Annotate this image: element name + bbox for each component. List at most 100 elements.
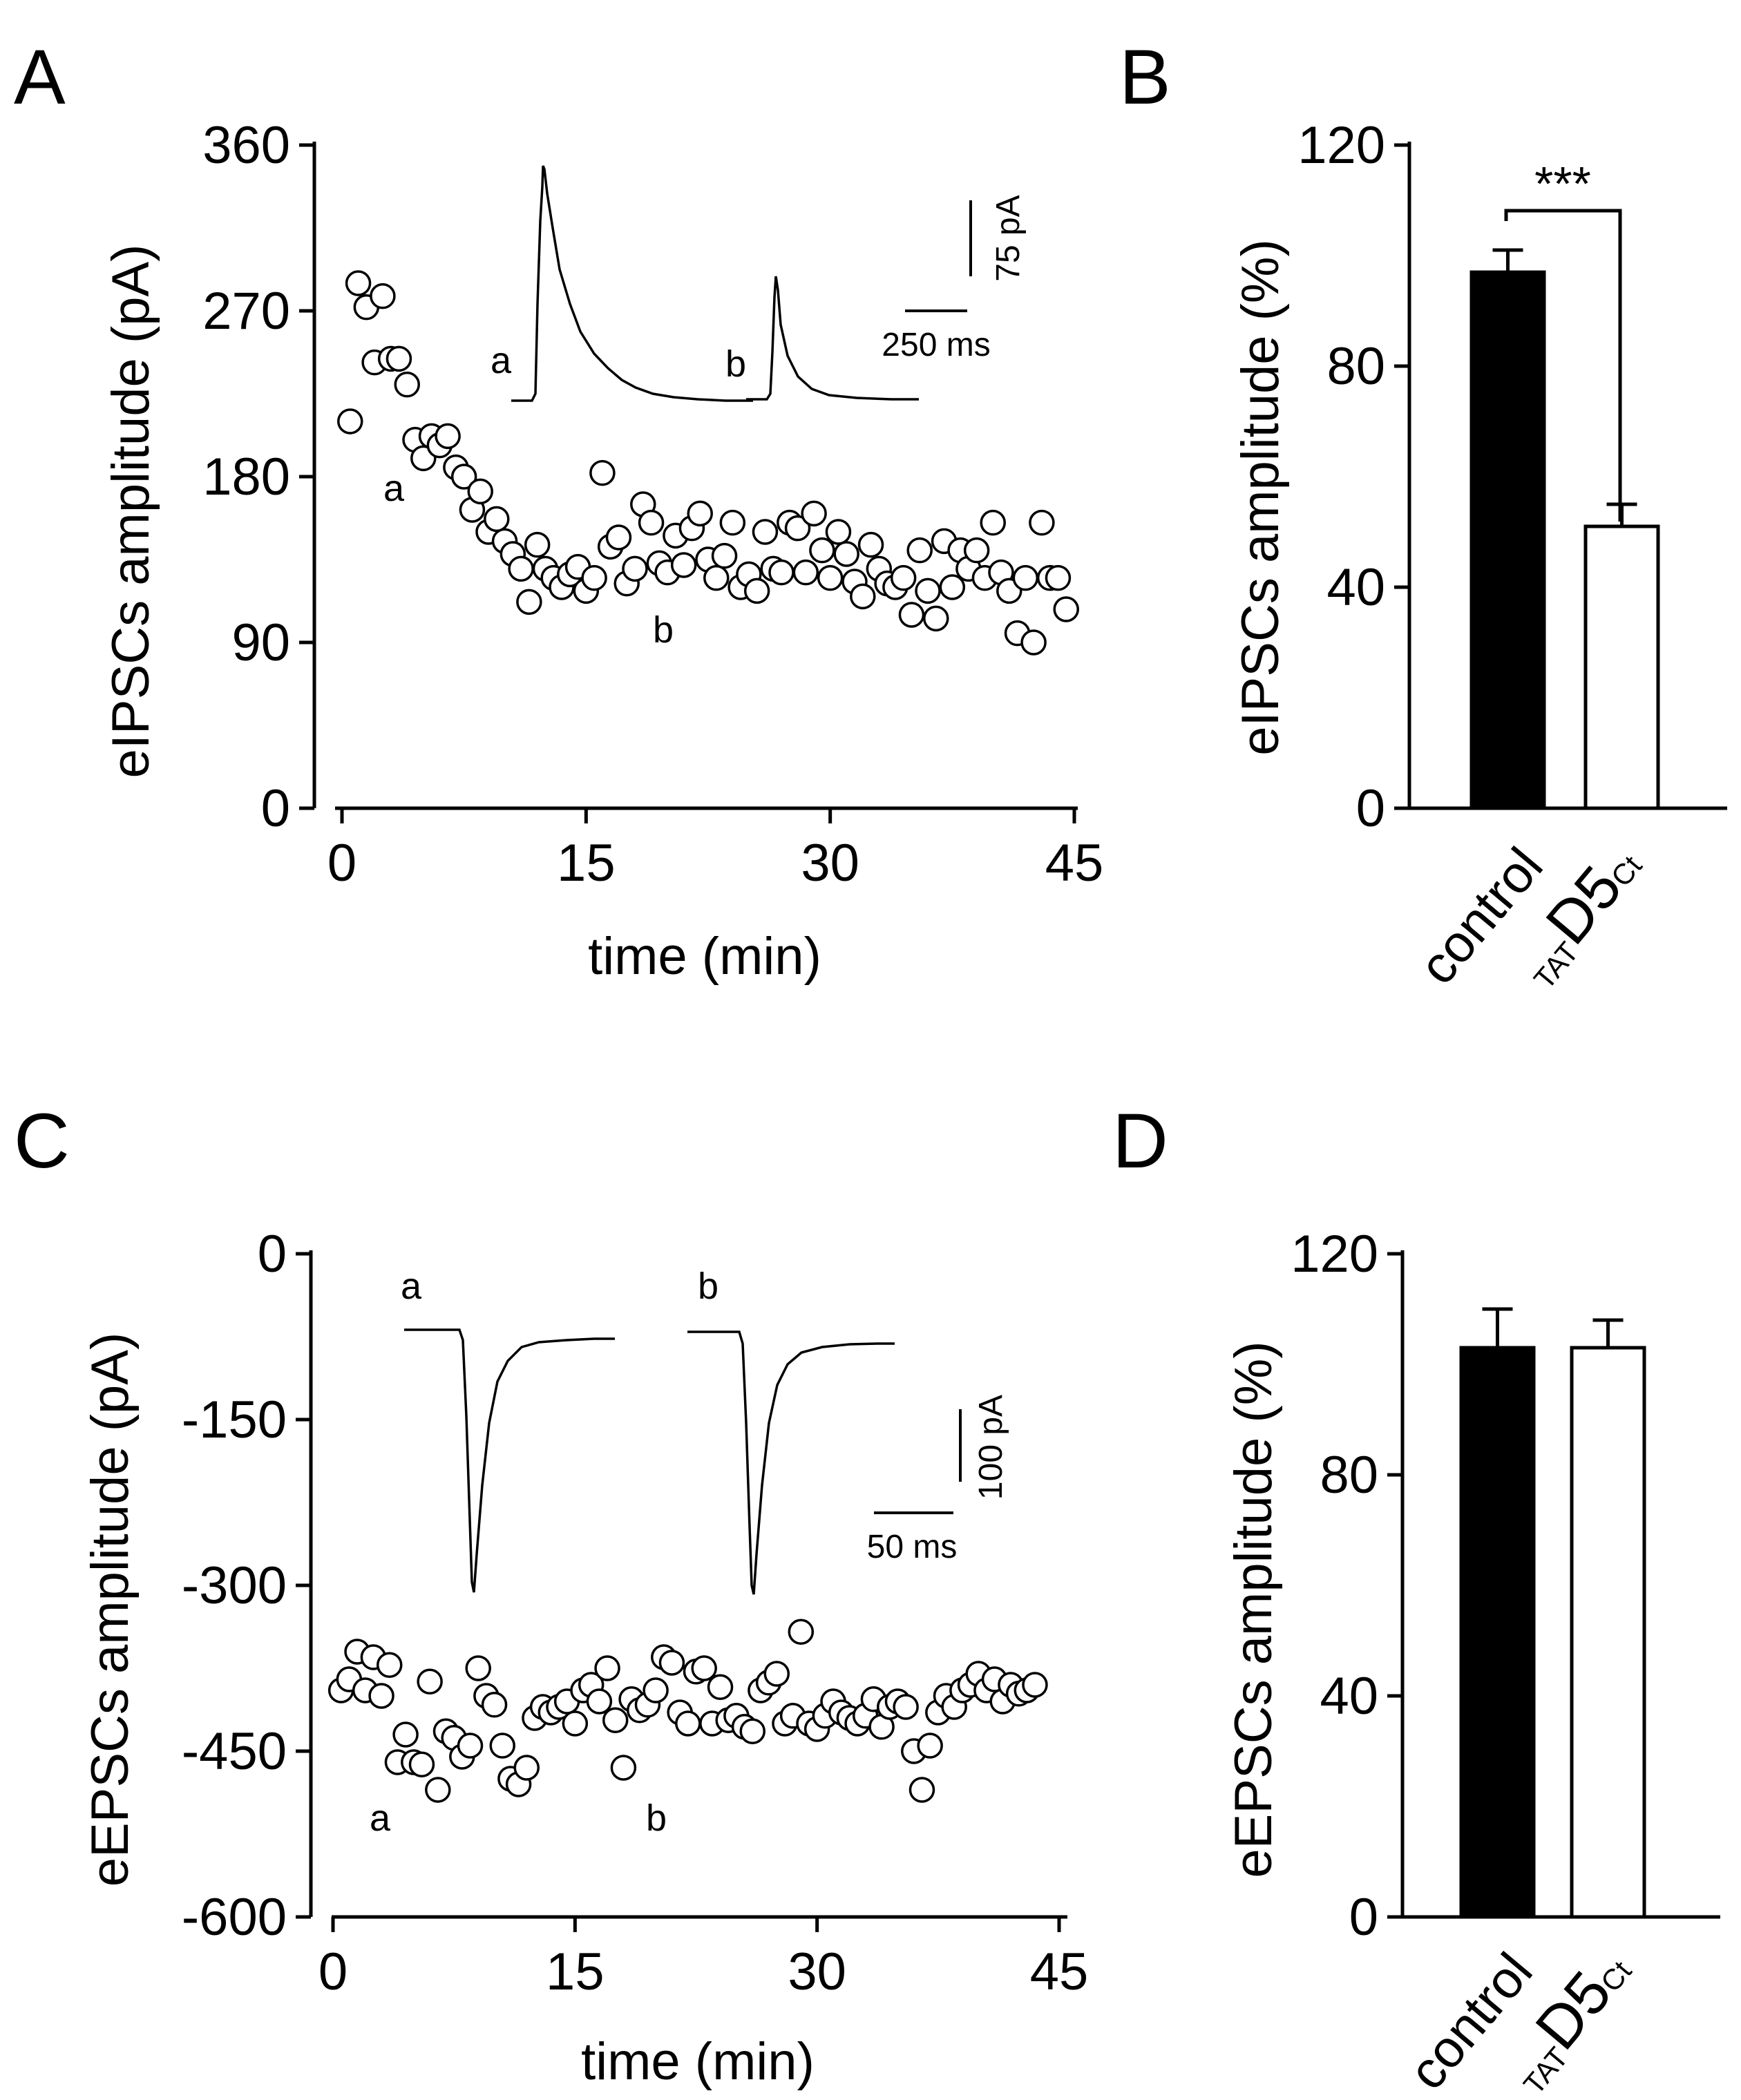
data-point: [784, 515, 811, 542]
y-tick-label: 270: [202, 282, 290, 341]
data-point: [658, 1650, 685, 1676]
scale-label-y: 75 pA: [990, 195, 1027, 281]
data-point: [638, 509, 665, 536]
data-point: [467, 478, 493, 505]
x-category-labels: control TATD5Ct: [1408, 831, 1653, 995]
data-point: [605, 524, 632, 551]
data-point: [425, 1777, 451, 1803]
y-axis-title: eEPSCs amplitude (pA): [81, 1333, 140, 1887]
data-point: [435, 423, 461, 450]
data-point: [857, 531, 884, 558]
panel-a-scatter: eIPSCs amplitude (pA) time (min) 0 90 180 2…: [102, 116, 1103, 986]
data-point: [906, 537, 933, 564]
data-point: [963, 537, 990, 564]
y-tick-label: 0: [258, 1225, 287, 1283]
data-point: [386, 345, 412, 372]
data-point: [345, 270, 372, 296]
data-point: [703, 564, 730, 591]
trace-a: [511, 165, 753, 402]
x-axis-title: time (min): [588, 927, 821, 986]
data-point: [450, 464, 477, 490]
y-tick-label: 40: [1326, 558, 1385, 617]
y-tick-label: 0: [261, 779, 290, 838]
data-points: [337, 270, 1079, 656]
y-tick-label: 90: [231, 613, 290, 672]
data-point: [1053, 596, 1079, 622]
inset-traces: a b 100 pA 50 ms: [401, 1266, 1009, 1595]
bar-group: [1459, 1307, 1646, 1919]
trace-label-b: b: [725, 343, 746, 385]
x-tick-label: 0: [318, 1942, 348, 2001]
data-point: [801, 500, 827, 527]
panel-label-b: B: [1119, 34, 1171, 120]
annotation-a: a: [370, 1797, 391, 1839]
x-tick-label: 15: [546, 1942, 605, 2001]
data-point: [337, 408, 363, 435]
data-point: [513, 1755, 540, 1781]
data-point: [643, 1677, 669, 1703]
data-point: [594, 1655, 620, 1681]
y-axis-title: eIPSCs amplitude (%): [1231, 239, 1290, 756]
x-tick-label: 45: [1045, 834, 1104, 892]
trace-a: [404, 1328, 615, 1593]
scale-label-x: 50 ms: [867, 1529, 958, 1565]
data-point: [1029, 509, 1055, 536]
y-tick-label: 80: [1326, 337, 1385, 396]
data-point: [675, 1710, 701, 1737]
bar-control: [1469, 270, 1546, 810]
data-point: [516, 589, 542, 615]
data-point: [586, 1688, 613, 1715]
data-point: [368, 1683, 394, 1709]
bar-group: [1469, 248, 1660, 810]
bracket-line: [1504, 209, 1622, 522]
data-point: [923, 605, 949, 632]
x-category-labels: control TATD5Ct: [1398, 1942, 1638, 2100]
data-point: [763, 1661, 790, 1687]
y-tick-label: -600: [182, 1888, 287, 1947]
inset-traces: a b 75 pA 250 ms: [491, 165, 1027, 402]
panel-label-c: C: [14, 1098, 70, 1184]
y-tick-label: 80: [1320, 1446, 1378, 1505]
data-point: [465, 1655, 491, 1681]
data-point: [768, 559, 795, 586]
x-tick-label: 15: [557, 834, 616, 892]
data-point: [1012, 564, 1039, 591]
y-tick-label: -300: [182, 1556, 287, 1615]
y-axis-title: eEPSCs amplitude (%): [1224, 1341, 1283, 1878]
x-tick-label: 30: [801, 834, 859, 892]
data-point: [602, 1707, 629, 1733]
annotation-b: b: [653, 609, 674, 651]
data-point: [581, 564, 607, 591]
data-point: [739, 1718, 765, 1744]
data-point: [489, 1732, 515, 1759]
data-point: [562, 1710, 589, 1737]
data-point: [898, 602, 925, 628]
y-tick-label: 40: [1320, 1667, 1378, 1726]
data-point: [743, 578, 770, 604]
annotation-a: a: [383, 468, 405, 509]
tick-group: 0 40 80 120: [1291, 1225, 1402, 1947]
data-point: [711, 542, 738, 569]
data-point: [370, 283, 396, 309]
data-point: [788, 1619, 815, 1645]
category-tatd5ct: TATD5Ct: [1500, 831, 1653, 995]
data-point: [1020, 629, 1047, 656]
tick-group: 0 -150 -300 -450 -600 0 15 30 45: [182, 1225, 1088, 2001]
data-point: [691, 1655, 717, 1681]
significance-bracket: ***: [1504, 157, 1622, 522]
data-point: [817, 564, 844, 591]
x-tick-label: 45: [1030, 1942, 1089, 2001]
data-point: [1022, 1672, 1048, 1698]
data-point: [850, 583, 876, 610]
data-point: [809, 537, 835, 564]
trace-b: [687, 1330, 895, 1595]
tick-group: 0 40 80 120: [1297, 116, 1409, 838]
data-point: [707, 1674, 734, 1700]
data-point: [917, 1732, 943, 1759]
panel-label-d: D: [1112, 1098, 1168, 1184]
panel-label-a: A: [14, 34, 66, 120]
data-point: [908, 1777, 935, 1803]
panel-c-scatter: eEPSCs amplitude (pA) time (min) 0 -150 -3…: [81, 1225, 1088, 2091]
trace-b: [746, 276, 919, 401]
